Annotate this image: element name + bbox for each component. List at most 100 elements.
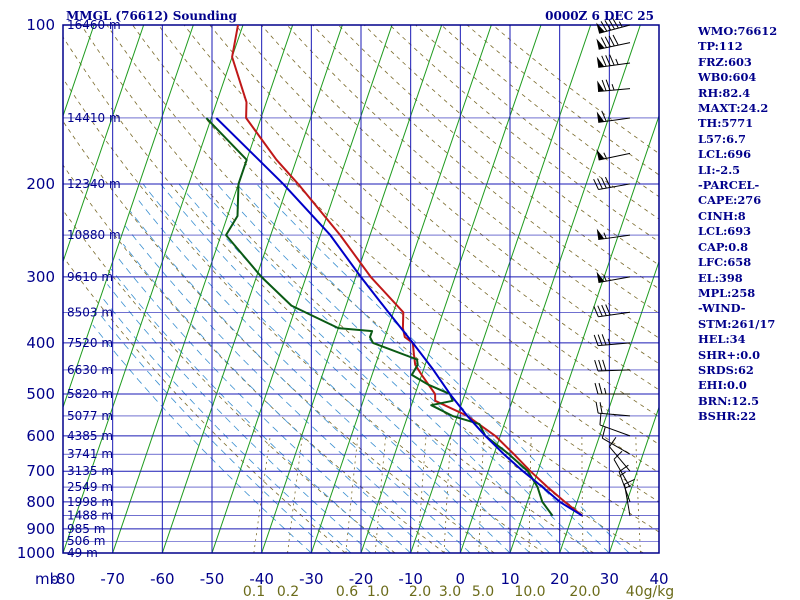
height-label: 10880 m <box>67 228 121 242</box>
moist-adiabat <box>138 200 491 553</box>
isotherm <box>63 25 194 409</box>
temp-tick-label: -40 <box>249 570 274 588</box>
wind-barb <box>594 359 631 372</box>
temp-tick-label: -60 <box>150 570 175 588</box>
isotherm <box>509 114 659 553</box>
isotherm <box>360 25 542 553</box>
x-axis-unit-label: mb <box>35 570 59 588</box>
index-item: WMO:76612 <box>698 24 778 38</box>
wind-barb-layer <box>593 18 635 516</box>
wind-barb <box>593 176 631 190</box>
mixing-ratio-label: 10.0 <box>514 584 545 600</box>
temperature-profile <box>231 24 583 517</box>
wind-barb <box>594 382 630 395</box>
height-label: 49 m <box>67 546 98 560</box>
isotherm <box>608 405 659 553</box>
height-label: 6630 m <box>67 363 113 377</box>
height-label: 1488 m <box>67 509 113 523</box>
isotherm <box>112 25 294 553</box>
index-item: FRZ:603 <box>698 54 752 69</box>
dry-adiabat <box>63 36 594 553</box>
temp-tick-label: -70 <box>100 570 125 588</box>
height-label: 506 m <box>67 534 105 548</box>
moist-adiabat <box>98 312 332 553</box>
wind-barb <box>593 304 631 318</box>
isotherm <box>459 25 641 553</box>
mixing-ratio-label: 0.6 <box>336 584 358 600</box>
height-label: 2549 m <box>67 480 113 494</box>
temp-tick-label: 10 <box>500 570 519 588</box>
moist-adiabat <box>236 183 610 553</box>
height-label: 4385 m <box>67 429 113 443</box>
index-item: TH:5771 <box>698 116 754 131</box>
index-item: L57:6.7 <box>698 131 746 146</box>
moist-adiabat <box>124 225 451 553</box>
height-label: 3741 m <box>67 447 113 461</box>
pressure-tick-label: 500 <box>26 385 55 403</box>
wind-barb <box>597 79 631 92</box>
wind-barb <box>595 401 631 417</box>
index-item: CAP:0.8 <box>698 239 749 254</box>
chart-title: MMGL (76612) Sounding <box>66 9 238 23</box>
temp-tick-label: -80 <box>51 570 76 588</box>
height-label: 8503 m <box>67 305 113 319</box>
wind-barb <box>596 54 631 68</box>
moist-adiabat <box>110 268 392 553</box>
height-label: 16460 m <box>67 18 121 32</box>
chart-time: 0000Z 6 DEC 25 <box>545 9 654 23</box>
index-item: RH:82.4 <box>698 85 751 100</box>
height-label: 1998 m <box>67 495 113 509</box>
wind-barb <box>593 334 631 347</box>
temp-tick-label: 20 <box>550 570 569 588</box>
pressure-tick-label: 600 <box>26 427 55 445</box>
isotherm <box>410 25 592 553</box>
wind-barb <box>596 228 631 241</box>
moist-adiabat <box>102 298 352 553</box>
wind-barb <box>599 413 631 437</box>
temp-tick-label: 30 <box>600 570 619 588</box>
height-label: 14410 m <box>67 111 121 125</box>
index-item: EHI:0.0 <box>698 378 747 393</box>
wind-barb <box>609 437 631 472</box>
mixing-ratio-label: 20.0 <box>569 584 600 600</box>
index-item: BRN:12.5 <box>698 393 760 408</box>
pressure-tick-label: 900 <box>26 520 55 538</box>
pressure-tick-label: 800 <box>26 493 55 511</box>
index-panel: WMO:76612 TP:112 FRZ:603 WB0:604 RH:82.4 MAXT… <box>698 24 798 425</box>
moist-adiabat <box>142 183 511 553</box>
pressure-tick-label: 700 <box>26 462 55 480</box>
wind-barb <box>596 149 631 161</box>
index-item: LFC:658 <box>698 255 752 270</box>
mixing-ratio-line <box>581 435 584 553</box>
index-item: BSHR:22 <box>698 409 757 424</box>
dry-adiabat <box>63 209 396 553</box>
wind-barb <box>596 271 631 283</box>
index-item: CAPE:276 <box>698 193 762 208</box>
pressure-tick-label: 300 <box>26 268 55 286</box>
index-item: MPL:258 <box>698 285 756 300</box>
moist-adiabat <box>216 183 590 553</box>
moist-adiabat <box>160 183 531 553</box>
mixing-ratio-label: 1.0 <box>367 584 389 600</box>
mixing-ratio-line <box>478 435 485 553</box>
temp-tick-label: -20 <box>349 570 374 588</box>
pressure-tick-label: 100 <box>26 16 55 34</box>
height-label: 3135 m <box>67 464 113 478</box>
plot-frame <box>62 24 660 554</box>
index-item: LI:-2.5 <box>698 162 741 177</box>
index-item: -WIND- <box>698 301 746 316</box>
height-label: 5820 m <box>67 387 113 401</box>
moist-adiabat <box>122 243 431 553</box>
moist-adiabat <box>92 324 312 553</box>
dewpoint-profile <box>205 117 554 517</box>
isotherm <box>261 25 443 553</box>
grid-layer <box>62 24 660 554</box>
pressure-tick-label: 400 <box>26 334 55 352</box>
index-item: STM:261/17 <box>698 316 776 331</box>
height-label: 12340 m <box>67 177 121 191</box>
index-item: TP:112 <box>698 39 743 54</box>
index-item: HEL:34 <box>698 332 746 347</box>
index-item: SRDS:62 <box>698 362 754 377</box>
isotherm <box>559 260 659 553</box>
